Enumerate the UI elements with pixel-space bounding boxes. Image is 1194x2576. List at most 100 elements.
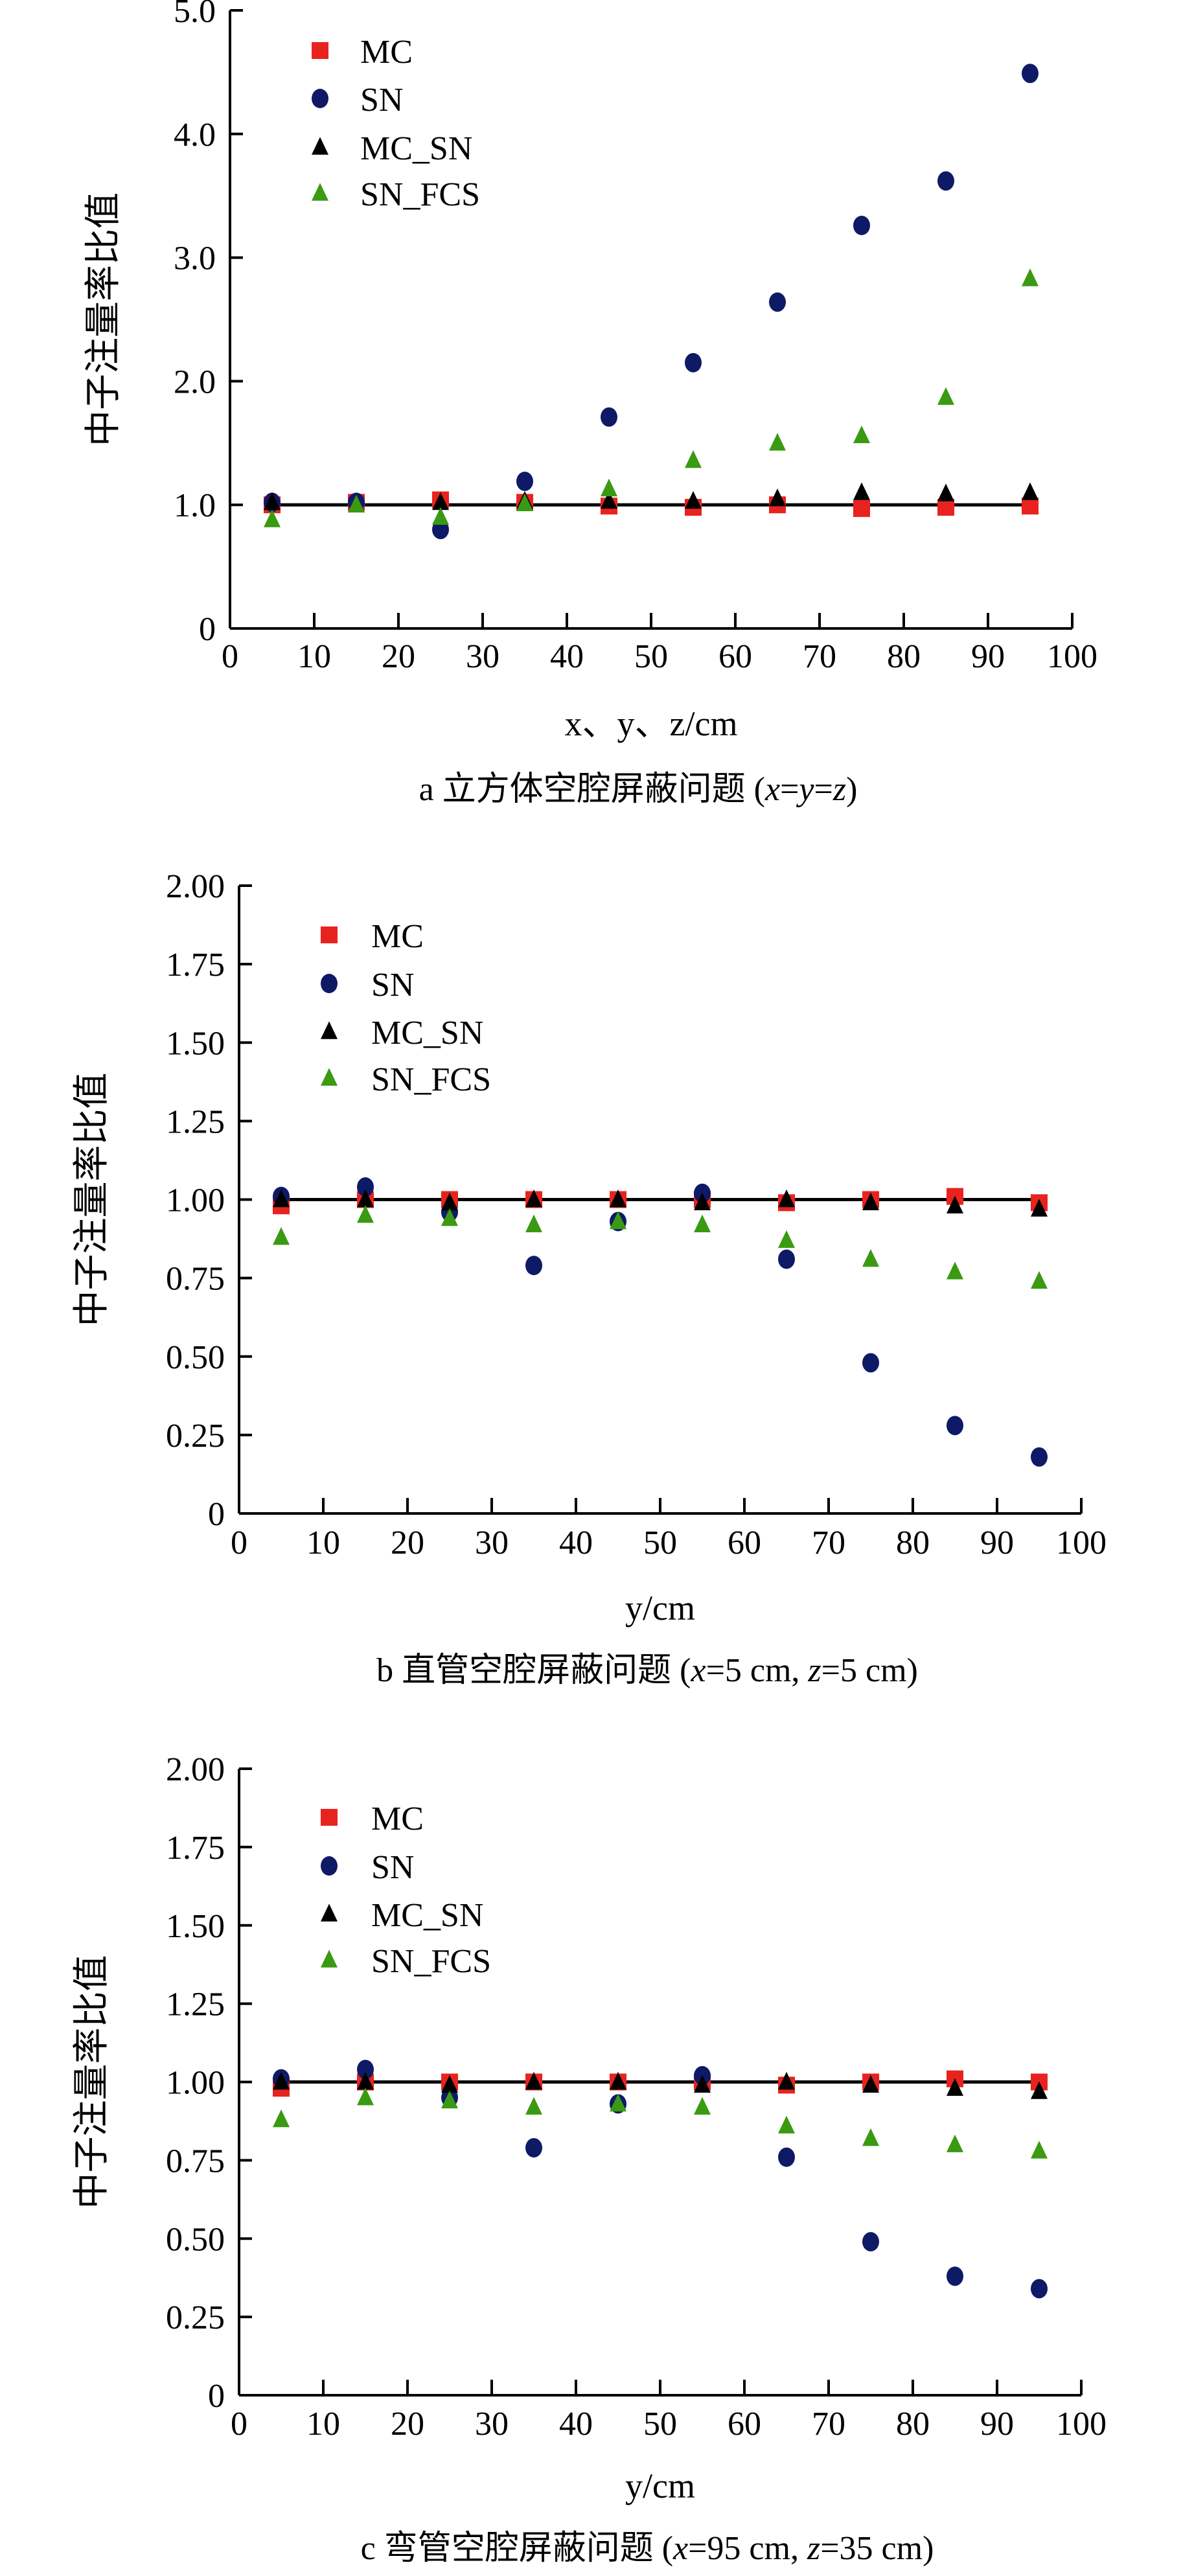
series-mc-sn [264,482,1039,512]
data-point [1031,1199,1048,1217]
data-point [1031,2141,1048,2159]
data-point [357,1189,374,1208]
x-tick-label: 0 [231,2406,247,2443]
data-point [778,2071,795,2090]
x-tick-label: 40 [550,638,584,675]
y-tick-label: 1.00 [166,2065,225,2102]
data-point [694,2097,711,2115]
data-point [441,2090,458,2109]
x-tick-label: 30 [475,1524,509,1561]
x-tick-label: 80 [896,1524,930,1561]
data-point [947,1416,963,1436]
y-axis-label: 中子注量率比值 [82,192,124,446]
data-point [947,1195,963,1213]
x-axis-label: x、y、z/cm [565,704,738,743]
data-point [601,490,617,509]
y-tick-label: 3.0 [174,240,216,277]
series-sn [264,63,1039,540]
x-tick-label: 100 [1056,2406,1107,2443]
data-point [937,171,954,191]
data-point [273,2109,290,2128]
x-tick-label: 40 [559,2406,593,2443]
data-point [357,1177,374,1197]
y-tick-label: 0.25 [166,2299,225,2336]
x-tick-label: 30 [475,2406,509,2443]
data-point [357,2087,374,2106]
chart-c: 0 0.25 0.50 0.75 1.00 1.25 1.50 1.75 2.00 0 10 20 30… [71,1751,1107,2567]
series-mc-sn [273,2071,1048,2099]
legend-label: SN_FCS [371,1061,491,1098]
legend-label: MC [371,918,424,955]
y-tick-label: 0 [208,2378,225,2415]
chart-a: 0 1.0 2.0 3.0 4.0 5.0 0 10 20 30 40 50 60 70 80 90 100 MC… [82,0,1097,808]
x-tick-label: 30 [466,638,499,675]
data-point [441,1192,458,1211]
data-point [264,509,281,527]
data-point [694,1192,711,1211]
legend-label: MC_SN [360,130,472,167]
y-tick-label: 0.75 [166,1261,225,1298]
data-point [441,2075,458,2093]
y-tick-label: 1.25 [166,1103,225,1140]
data-point [273,1227,290,1245]
chart-caption: c 弯管空腔屏蔽问题 (x=95 cm, z=35 cm) [361,2529,934,2567]
legend-marker [312,183,328,201]
x-tick-label: 70 [812,2406,845,2443]
legend-marker [312,42,328,59]
x-tick-label: 50 [643,2406,677,2443]
data-point [853,500,870,517]
y-axis-label: 中子注量率比值 [71,1955,113,2209]
data-point [947,2266,963,2286]
x-tick-label: 80 [887,638,921,675]
legend-label: MC_SN [371,1015,483,1052]
y-tick-label: 1.0 [174,487,216,524]
data-point [1031,2279,1048,2299]
data-point [1031,1447,1048,1467]
data-point [853,482,870,500]
data-point [685,490,702,509]
legend-label: SN [360,82,403,119]
data-point [694,1214,711,1232]
y-tick-label: 0 [199,611,216,648]
data-point [525,1256,542,1276]
legend-marker [321,1949,338,1968]
data-point [601,407,617,427]
data-point [1022,498,1039,515]
legend-label: MC_SN [371,1897,483,1934]
data-point [862,1248,879,1267]
data-point [432,507,449,525]
legend-marker [321,1856,338,1876]
legend-label: SN_FCS [371,1943,491,1980]
data-point [264,492,281,511]
x-tick-label: 90 [971,638,1005,675]
data-point [778,2115,795,2133]
y-tick-label: 0.75 [166,2143,225,2179]
data-point [778,2147,795,2167]
legend-label: MC [360,34,413,71]
data-point [357,2060,374,2080]
y-tick-label: 0 [208,1496,225,1533]
data-point [1022,268,1039,286]
y-tick-label: 0.50 [166,1339,225,1376]
x-tick-label: 70 [812,1524,845,1561]
legend-marker [321,1068,338,1086]
x-axis-label: y/cm [625,1589,695,1627]
series-sn-fcs [264,268,1039,527]
data-point [516,471,533,491]
series-sn [273,1177,1048,1467]
y-tick-label: 0.50 [166,2221,225,2258]
data-point [525,1189,542,1208]
legend-label: MC [371,1800,424,1837]
chart-b: 0 0.25 0.50 0.75 1.00 1.25 1.50 1.75 2.00 0 10 20 30… [71,868,1107,1689]
data-point [357,2071,374,2090]
x-tick-label: 60 [728,2406,761,2443]
legend-marker [312,137,328,155]
x-tick-label: 40 [559,1524,593,1561]
data-point [937,499,954,516]
data-point [525,2097,542,2115]
data-point [862,2232,879,2252]
data-point [610,2093,626,2112]
data-point [862,1192,879,1211]
legend-marker [321,1903,338,1922]
data-point [273,2071,290,2090]
